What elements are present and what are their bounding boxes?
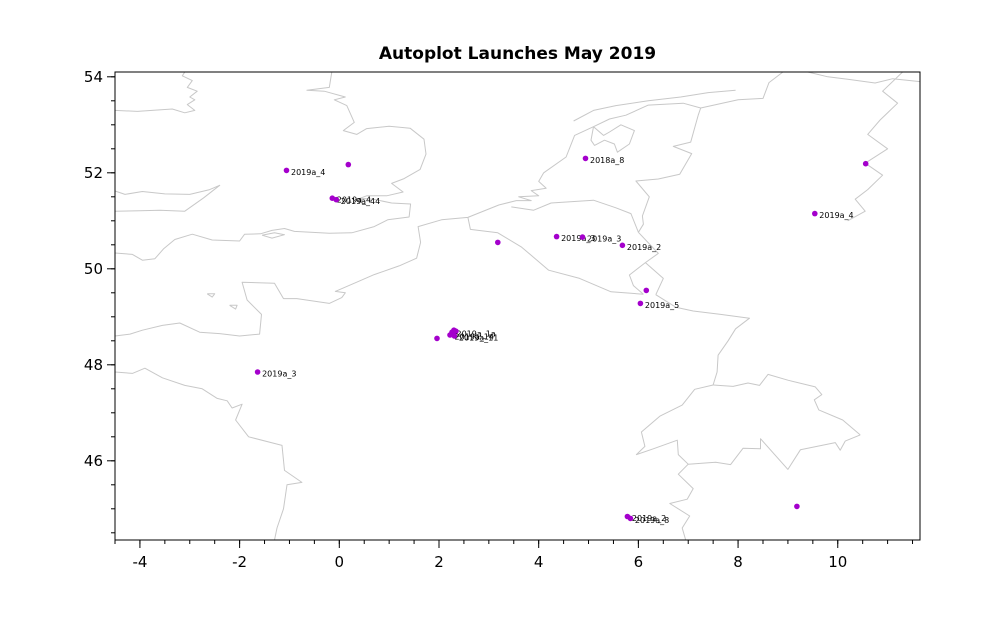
map-outline [590, 124, 635, 153]
map-outline [114, 184, 221, 212]
map-outline [688, 434, 861, 470]
map-outline [628, 262, 646, 295]
launch-point [254, 369, 261, 375]
launch-point [453, 328, 459, 335]
launch-point [637, 300, 644, 307]
x-tick-label: 2 [434, 553, 444, 571]
x-tick-label: 0 [335, 553, 345, 571]
launch-point-label: 2019a_4 [819, 211, 853, 220]
map-outline [114, 71, 427, 261]
y-tick-label: 54 [84, 68, 103, 86]
launch-point-label: 2019a_14 [455, 333, 494, 342]
launch-point [333, 196, 340, 203]
launch-point [619, 242, 626, 249]
launch-point [794, 503, 800, 510]
launch-point-label: 2019a_1a [457, 330, 496, 339]
map-outline [638, 231, 664, 295]
y-tick-label: 50 [84, 260, 103, 278]
x-tick-label: 10 [828, 553, 847, 571]
y-tick-label: 46 [84, 452, 103, 470]
launch-point [434, 335, 440, 342]
launch-point-label: 2019a_2 [632, 514, 666, 523]
y-tick-label: 52 [84, 164, 103, 182]
launch-point [862, 160, 869, 167]
x-tick-label: 6 [634, 553, 644, 571]
launch-point [345, 161, 352, 168]
launch-point [812, 210, 818, 217]
map-outline [206, 293, 216, 298]
launch-point [283, 167, 290, 174]
map-outline [114, 71, 198, 114]
x-tick-label: -4 [132, 553, 147, 571]
map-outline [807, 71, 921, 84]
launch-point [451, 333, 458, 339]
launch-point [582, 155, 589, 162]
launch-point-label: 2019a_44 [341, 197, 380, 206]
y-tick-label: 48 [84, 356, 103, 374]
map-outline [655, 294, 750, 386]
launch-point-label: 2019a_8 [635, 516, 669, 525]
launch-point-label: 2019a_3 [587, 235, 621, 244]
map-outline [511, 199, 639, 233]
launch-point [643, 287, 650, 294]
map-outline [713, 373, 861, 436]
launch-point [495, 239, 501, 246]
launch-point [553, 233, 560, 240]
x-tick-label: -2 [232, 553, 247, 571]
map-outline [114, 367, 303, 541]
map-outline [229, 304, 238, 310]
launch-point-label: 2019a_4 [337, 196, 371, 205]
launch-point-label: 2019a_3 [262, 370, 296, 379]
x-tick-label: 8 [733, 553, 743, 571]
launch-point-label: 2019a_11 [459, 334, 498, 343]
launch-point-label: 2019a_3 [561, 234, 595, 243]
launch-point-label: 2019a_4 [291, 168, 325, 177]
map-outline [261, 232, 285, 239]
launch-point-label: 2019a_5 [645, 301, 679, 310]
map-outline [635, 384, 714, 541]
x-tick-label: 4 [534, 553, 544, 571]
plot-title: Autoplot Launches May 2019 [378, 44, 657, 64]
map-outline [847, 71, 903, 222]
launch-point [627, 515, 634, 522]
map-outline [467, 217, 644, 295]
launch-point-label: 2018a_8 [590, 156, 624, 165]
launch-point [447, 332, 453, 338]
map-outline [114, 71, 784, 337]
launch-point [579, 234, 586, 240]
axes-frame [114, 71, 921, 541]
map-outline [635, 107, 702, 233]
launch-point-label: 2019a_2 [627, 243, 661, 252]
map-outline [573, 89, 736, 122]
